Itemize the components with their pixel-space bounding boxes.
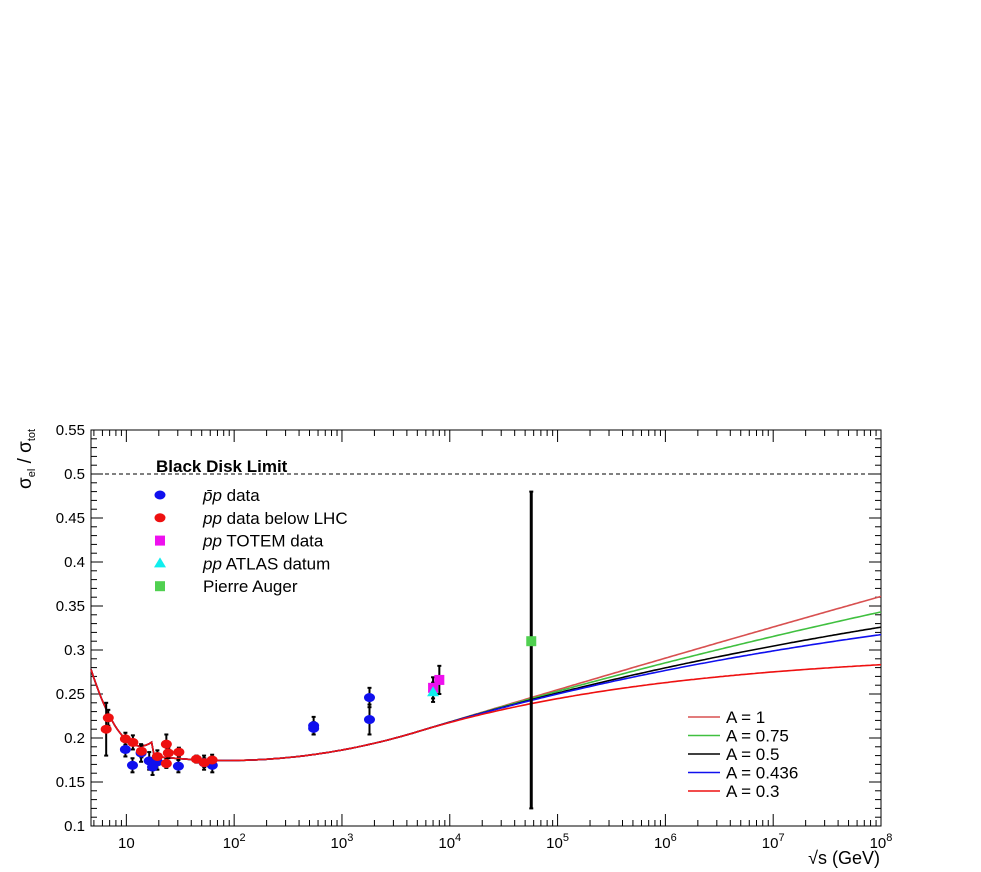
data-point	[160, 739, 172, 749]
legend-label: A = 0.75	[726, 727, 789, 746]
legend-label: A = 1	[726, 708, 765, 727]
legend-marker	[154, 490, 166, 500]
legend-label: A = 0.3	[726, 782, 779, 801]
data-point	[151, 751, 163, 761]
plot-frame	[90, 429, 882, 827]
y-tick-label: 0.15	[56, 774, 85, 791]
legend-marker	[155, 581, 165, 592]
data-point	[427, 686, 440, 697]
legend-label: pp TOTEM data	[202, 532, 324, 551]
data-point	[126, 760, 138, 770]
legend-data: p̄p data pp data below LHC pp TOTEM data pp…	[154, 486, 348, 596]
model-curves	[90, 595, 882, 762]
data-point	[127, 737, 139, 747]
x-tick-label: 107	[762, 832, 785, 852]
data-point	[173, 747, 185, 757]
x-tick-label: 10	[118, 835, 135, 852]
x-tick-label: 104	[438, 832, 461, 852]
legend-marker	[154, 513, 166, 523]
x-tick-label: 103	[331, 832, 354, 852]
data-point	[363, 693, 375, 703]
x-tick-label: 102	[223, 832, 246, 852]
y-tick-label: 0.25	[56, 686, 85, 703]
y-tick-label: 0.35	[56, 598, 85, 615]
y-tick-label: 0.2	[64, 730, 85, 747]
legend-label: A = 0.436	[726, 764, 798, 783]
data-point	[363, 715, 375, 725]
y-tick-label: 0.45	[56, 510, 85, 527]
legend-label: A = 0.5	[726, 745, 779, 764]
black-disk-limit-label: Black Disk Limit	[156, 457, 288, 476]
axes: 0.1 0.15 0.2 0.25 0.3 0.35 0.4 0.45 0.5 0.55 10 102…	[56, 422, 893, 852]
legend-marker	[155, 535, 165, 546]
data-point	[308, 723, 320, 733]
y-tick-label: 0.5	[64, 466, 85, 483]
data-point	[434, 674, 445, 685]
y-tick-label: 0.55	[56, 422, 85, 439]
legend-label: p̄p data	[202, 486, 260, 505]
data-point	[172, 761, 184, 771]
data-point	[206, 755, 218, 765]
legend-label: Pierre Auger	[203, 577, 298, 596]
y-tick-label: 0.1	[64, 818, 85, 835]
data-point	[160, 759, 172, 769]
data-point	[102, 713, 114, 723]
model-curve	[90, 663, 882, 762]
data-point	[526, 636, 537, 647]
legend-marker	[154, 557, 166, 568]
y-axis-title: σel / σtot	[15, 429, 38, 489]
data-point	[119, 744, 131, 754]
y-tick-label: 0.4	[64, 554, 85, 571]
x-tick-label: 106	[654, 832, 677, 852]
y-axis-title-text: σel / σtot	[15, 429, 38, 489]
x-tick-label: 105	[546, 832, 569, 852]
legend-label: pp data below LHC	[202, 509, 348, 528]
y-tick-label: 0.3	[64, 642, 85, 659]
legend-label: pp ATLAS datum	[202, 554, 330, 573]
data-point	[135, 746, 147, 756]
data-point	[100, 724, 112, 734]
data-points	[100, 636, 537, 772]
data-point	[162, 748, 174, 758]
x-tick-label: 108	[870, 832, 893, 852]
x-axis-title: √s (GeV)	[808, 848, 880, 868]
